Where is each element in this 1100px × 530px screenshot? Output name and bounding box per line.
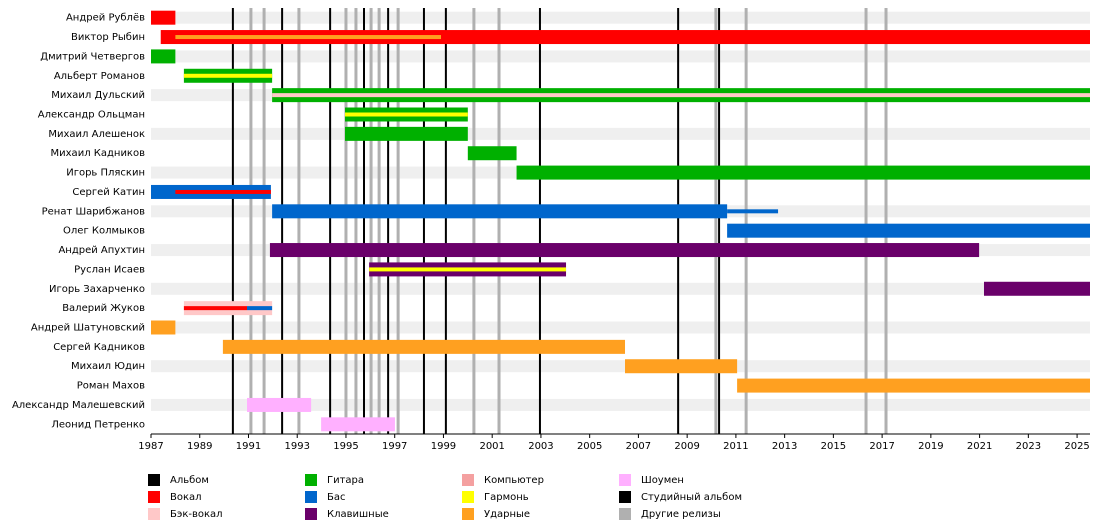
legend-label: Альбом (170, 475, 209, 486)
bar (983, 281, 1090, 296)
x-tick-label: 1991 (236, 441, 261, 452)
member-label: Руслан Исаев (74, 264, 145, 275)
inner-bar (183, 306, 248, 311)
x-tick-label: 1995 (333, 441, 358, 452)
x-tick-label: 2011 (723, 441, 748, 452)
member-label: Александр Малешевский (12, 400, 145, 411)
legend-label: Бас (327, 492, 346, 503)
bar (247, 397, 312, 412)
bar (727, 223, 1090, 238)
legend-swatch (462, 474, 474, 486)
x-tick-label: 1987 (138, 441, 163, 452)
member-label: Михаил Юдин (71, 361, 145, 372)
bar (737, 378, 1090, 393)
legend-swatch (462, 491, 474, 503)
x-tick-label: 2013 (772, 441, 797, 452)
legend-label: Компьютер (484, 475, 544, 486)
legend-label: Студийный альбом (641, 492, 742, 503)
row-stripe (151, 127, 1090, 140)
legend-swatch (462, 508, 474, 520)
inner-bar (183, 73, 273, 78)
bar (151, 49, 176, 64)
legend-swatch (619, 491, 631, 503)
row-stripe (151, 50, 1090, 63)
bar (625, 359, 738, 374)
x-tick-label: 2007 (626, 441, 651, 452)
inner-bar (175, 189, 271, 194)
bar (516, 165, 1090, 180)
legend-swatch (619, 474, 631, 486)
member-label: Сергей Катин (72, 187, 145, 198)
legend-label: Вокал (170, 492, 202, 503)
x-tick-label: 2021 (967, 441, 992, 452)
legend-swatch (148, 491, 160, 503)
x-tick-label: 2009 (674, 441, 699, 452)
x-tick-label: 2001 (479, 441, 504, 452)
member-label: Андрей Шатуновский (31, 323, 145, 334)
x-tick-label: 2005 (577, 441, 602, 452)
legend-swatch (148, 474, 160, 486)
legend-swatch (305, 474, 317, 486)
legend-label: Бэк-вокал (170, 509, 223, 520)
inner-bar (344, 112, 468, 117)
legend-label: Другие релизы (641, 509, 721, 520)
member-label: Игорь Пляскин (66, 168, 145, 179)
member-label: Александр Ольцман (38, 110, 145, 121)
legend-label: Гармонь (484, 492, 529, 503)
member-label: Игорь Захарченко (49, 284, 145, 295)
member-label: Дмитрий Четвергов (40, 51, 145, 62)
inner-bar (175, 35, 442, 40)
member-label: Альберт Романов (54, 71, 145, 82)
member-label: Михаил Кадников (51, 148, 146, 159)
member-label: Сергей Кадников (53, 342, 145, 353)
x-tick-label: 2003 (528, 441, 553, 452)
inner-bar (272, 93, 1091, 98)
bar (222, 339, 626, 354)
bar (269, 243, 980, 258)
member-label: Михаил Дульский (51, 90, 145, 101)
bar (321, 417, 395, 432)
bar (151, 320, 176, 335)
member-label: Олег Колмыков (63, 226, 145, 237)
row-stripe (151, 282, 1090, 295)
x-tick-label: 1993 (284, 441, 309, 452)
x-tick-label: 2015 (821, 441, 846, 452)
member-label: Роман Махов (77, 381, 145, 392)
member-label: Андрей Рублёв (66, 13, 145, 24)
x-tick-label: 1989 (187, 441, 212, 452)
bar (467, 146, 517, 161)
inner-bar (727, 209, 779, 214)
row-stripe (151, 321, 1090, 334)
member-label: Леонид Петренко (51, 419, 145, 430)
inner-bar (247, 306, 273, 311)
legend-swatch (619, 508, 631, 520)
member-label: Ренат Шарибжанов (42, 206, 145, 217)
bar (160, 30, 1091, 45)
member-label: Михаил Алешенок (48, 129, 145, 140)
legend-swatch (148, 508, 160, 520)
inner-bar (369, 267, 567, 272)
legend-swatch (305, 491, 317, 503)
x-tick-label: 1999 (431, 441, 456, 452)
x-tick-label: 2023 (1016, 441, 1041, 452)
x-tick-label: 2017 (869, 441, 894, 452)
member-label: Валерий Жуков (62, 303, 145, 314)
bar (151, 10, 176, 25)
x-tick-label: 2025 (1064, 441, 1089, 452)
row-stripe (151, 360, 1090, 373)
legend-label: Ударные (484, 509, 530, 520)
legend-label: Гитара (327, 475, 364, 486)
x-tick-label: 2019 (918, 441, 943, 452)
member-label: Виктор Рыбин (71, 32, 145, 43)
legend-label: Клавишные (327, 509, 389, 520)
x-tick-label: 1997 (382, 441, 407, 452)
member-label: Андрей Апухтин (58, 245, 145, 256)
bar (344, 126, 468, 141)
legend-label: Шоумен (641, 475, 684, 486)
row-stripe (151, 11, 1090, 24)
row-stripe (151, 398, 1090, 411)
legend-swatch (305, 508, 317, 520)
bar (272, 204, 728, 219)
